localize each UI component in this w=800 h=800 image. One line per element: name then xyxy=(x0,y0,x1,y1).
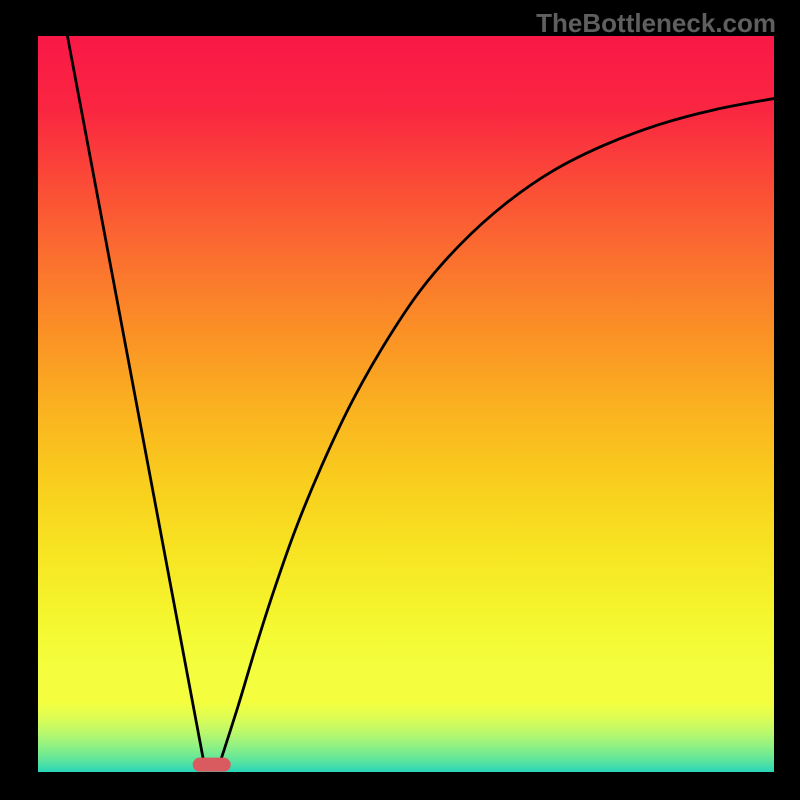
curve-right-line xyxy=(221,99,774,761)
curve-left-line xyxy=(67,36,203,761)
minimum-marker xyxy=(193,758,231,772)
chart-container: TheBottleneck.com xyxy=(0,0,800,800)
curves-svg xyxy=(38,36,774,772)
watermark: TheBottleneck.com xyxy=(536,8,776,39)
plot-area xyxy=(38,36,774,772)
